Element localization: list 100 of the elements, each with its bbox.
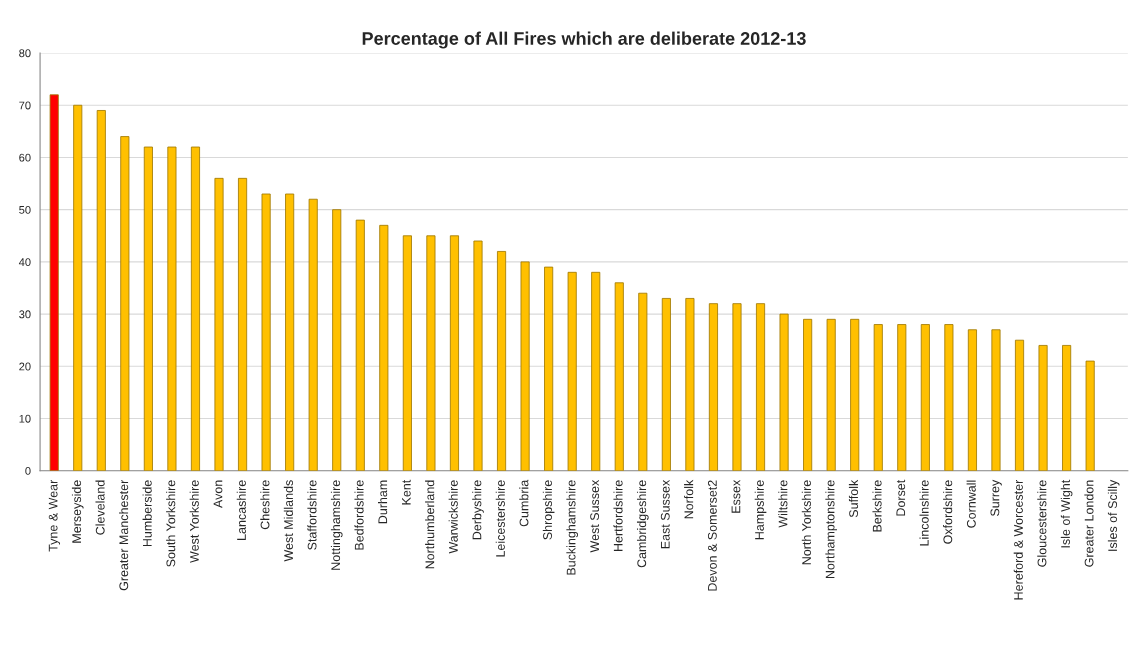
bar <box>120 136 130 471</box>
x-tick-label: Bedfordshire <box>354 480 364 550</box>
x-tick-label: Suffolk <box>848 479 859 518</box>
bar <box>708 303 718 471</box>
bar <box>355 219 365 471</box>
x-tick-label: Hertfordshire <box>613 480 623 551</box>
x-tick-label: Hereford & Worcester <box>1013 479 1023 600</box>
bar <box>96 110 106 471</box>
x-tick-label: Devon & Somerset2 <box>707 480 717 591</box>
bar <box>638 292 648 471</box>
bar <box>261 193 271 471</box>
x-tick-label: Nottinghamshire <box>330 480 343 570</box>
bar <box>544 266 554 471</box>
bar <box>1085 360 1095 471</box>
x-tick-label: Isles of Scilly <box>1107 479 1120 551</box>
bar <box>285 193 295 471</box>
bar <box>73 104 83 471</box>
x-tick-label: Derbyshire <box>472 480 484 540</box>
bar <box>614 282 624 471</box>
x-tick-label: Cornwall <box>966 480 976 528</box>
bar <box>332 209 342 471</box>
x-tick-label: Dorset <box>896 479 906 516</box>
y-tick-label: 0 <box>25 467 31 475</box>
bar <box>850 318 860 471</box>
x-tick-label: Shropshire <box>542 480 555 540</box>
x-tick-label: Tyne & Wear <box>48 479 61 552</box>
bar <box>755 303 766 471</box>
bar <box>143 146 153 471</box>
x-tick-label: Greater London <box>1084 480 1094 567</box>
bar <box>567 271 577 471</box>
bar <box>473 240 483 471</box>
bar <box>779 313 789 471</box>
bar <box>238 177 248 471</box>
bar <box>826 318 836 471</box>
bar <box>49 94 59 471</box>
x-tick-label: East Sussex <box>660 479 670 549</box>
bar <box>190 146 201 471</box>
y-tick-label: 10 <box>19 414 31 423</box>
bar <box>520 261 530 471</box>
x-tick-label: Lancashire <box>236 480 246 540</box>
x-tick-label: Isle of Wight <box>1060 479 1073 548</box>
x-tick-label: Surrey <box>990 479 1002 516</box>
x-tick-label: Northumberland <box>425 480 435 569</box>
x-tick-label: Cleveland <box>95 480 105 535</box>
x-tick-label: Cambridgeshire <box>636 480 649 568</box>
x-tick-label: Wiltshire <box>778 480 788 528</box>
y-tick-label: 30 <box>19 310 31 319</box>
x-tick-label: Oxfordshire <box>943 480 953 544</box>
x-tick-label: West Sussex <box>590 479 600 553</box>
x-tick-label: Greater Manchester <box>119 479 129 591</box>
x-tick-label: Norfolk <box>684 479 694 519</box>
bar <box>661 298 671 471</box>
y-tick-label: 60 <box>19 153 31 162</box>
bar <box>167 146 177 471</box>
bar <box>426 235 436 471</box>
y-tick-label: 50 <box>19 205 31 214</box>
x-tick-label: Essex <box>731 479 741 513</box>
y-tick-label: 40 <box>18 258 31 267</box>
x-tick-label: Leicestershire <box>495 480 505 557</box>
x-tick-label: Staffordshire <box>307 480 317 550</box>
bar <box>685 298 695 471</box>
bar <box>944 324 954 471</box>
x-tick-label: Humberside <box>142 480 152 547</box>
bar <box>803 318 813 471</box>
y-tick-label: 20 <box>19 362 31 371</box>
chart-title: Percentage of All Fires which are deliberate 2012-13 <box>362 31 806 49</box>
bar <box>920 324 930 471</box>
bar <box>1062 345 1072 471</box>
x-tick-label: Berkshire <box>872 480 882 532</box>
x-tick-label: Kent <box>402 479 411 505</box>
x-tick-label: Merseyside <box>71 480 84 543</box>
x-tick-label: West Midlands <box>283 480 293 562</box>
x-tick-label: Buckinghamshire <box>566 480 578 575</box>
bar <box>1014 339 1025 471</box>
bar <box>214 177 224 471</box>
bar <box>897 324 907 471</box>
bar <box>308 198 318 471</box>
bar <box>873 324 883 471</box>
bar <box>402 235 412 471</box>
x-tick-label: Avon <box>213 480 223 508</box>
x-tick-label: Lincolnshire <box>919 480 929 546</box>
bar <box>1038 345 1048 471</box>
y-tick-label: 80 <box>19 49 31 58</box>
x-tick-label: North Yorkshire <box>801 480 811 565</box>
x-tick-label: Gloucestershire <box>1037 480 1047 567</box>
bar <box>967 329 977 471</box>
bar <box>497 251 507 471</box>
x-tick-label: Northamptonshire <box>825 480 837 579</box>
y-tick-label: 70 <box>19 101 31 110</box>
x-tick-label: Durham <box>378 480 388 524</box>
x-tick-label: Hampshire <box>754 480 767 540</box>
x-tick-label: South Yorkshire <box>166 480 176 567</box>
x-tick-label: Cumbria <box>519 479 529 527</box>
x-tick-label: Warwickshire <box>448 480 458 554</box>
x-tick-label: West Yorkshire <box>189 480 199 563</box>
bar <box>449 235 459 471</box>
bar <box>379 224 389 471</box>
bar <box>591 271 601 471</box>
x-tick-label: Cheshire <box>260 480 270 530</box>
bar <box>732 303 742 471</box>
